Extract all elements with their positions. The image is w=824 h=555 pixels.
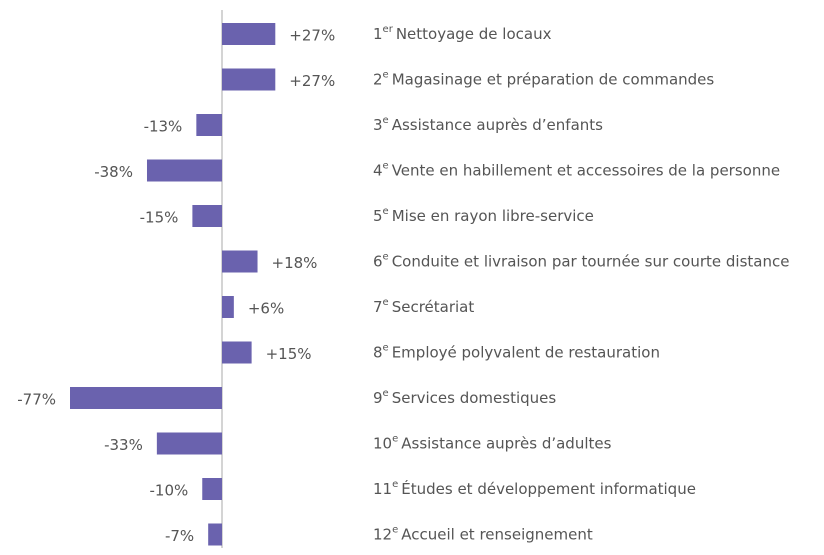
- category-name: Nettoyage de locaux: [396, 25, 552, 43]
- bar: [156, 432, 222, 455]
- category-name: Mise en rayon libre-service: [392, 207, 594, 225]
- rank-suffix: e: [383, 343, 389, 354]
- category-name: Assistance auprès d’enfants: [392, 116, 603, 134]
- rank-suffix: e: [383, 115, 389, 126]
- value-label: +27%: [289, 72, 335, 90]
- category-label: 6e Conduite et livraison par tournée sur …: [373, 252, 789, 271]
- rank-suffix: e: [383, 297, 389, 308]
- bar: [222, 296, 234, 318]
- bar: [222, 23, 276, 45]
- value-label: -13%: [144, 118, 183, 136]
- rank-number: 5: [373, 207, 383, 225]
- value-label: -38%: [94, 163, 133, 181]
- value-label: +6%: [248, 300, 284, 318]
- category-label: 8e Employé polyvalent de restauration: [373, 343, 660, 362]
- rank-number: 6: [373, 252, 383, 270]
- rank-suffix: e: [383, 252, 389, 263]
- category-label: 9e Services domestiques: [373, 388, 556, 407]
- bar: [202, 478, 222, 500]
- bar: [192, 205, 222, 227]
- category-label: 10e Assistance auprès d’adultes: [373, 434, 612, 453]
- rank-number: 1: [373, 25, 383, 43]
- rank-suffix: e: [383, 161, 389, 172]
- bar: [196, 114, 222, 136]
- category-name: Vente en habillement et accessoires de l…: [392, 161, 780, 179]
- rank-suffix: e: [383, 388, 389, 399]
- value-label: -7%: [165, 527, 194, 545]
- value-label: -33%: [104, 436, 143, 454]
- rank-number: 8: [373, 343, 383, 361]
- bar: [70, 387, 222, 409]
- category-name: Accueil et renseignement: [401, 525, 593, 543]
- rank-number: 11: [373, 480, 392, 498]
- value-label: -15%: [140, 209, 179, 227]
- value-label: +18%: [272, 254, 318, 272]
- category-name: Études et développement informatique: [401, 479, 696, 498]
- category-name: Secrétariat: [392, 298, 475, 316]
- rank-suffix: e: [383, 206, 389, 217]
- value-label: -77%: [17, 391, 56, 409]
- rank-suffix: e: [383, 70, 389, 81]
- rank-number: 12: [373, 525, 392, 543]
- value-label: -10%: [149, 482, 188, 500]
- category-name: Assistance auprès d’adultes: [401, 434, 611, 452]
- category-label: 1er Nettoyage de locaux: [373, 24, 552, 43]
- rank-number: 10: [373, 434, 392, 452]
- category-label: 5e Mise en rayon libre-service: [373, 206, 594, 225]
- category-name: Conduite et livraison par tournée sur co…: [392, 252, 790, 270]
- value-label: +15%: [266, 345, 312, 363]
- category-label: 11e Études et développement informatique: [373, 479, 696, 498]
- category-label: 2e Magasinage et préparation de commandes: [373, 70, 714, 89]
- rank-suffix: e: [392, 434, 398, 445]
- category-label: 3e Assistance auprès d’enfants: [373, 115, 603, 134]
- bar: [222, 68, 276, 91]
- bar: [222, 250, 258, 273]
- value-label: +27%: [289, 27, 335, 45]
- category-label: 4e Vente en habillement et accessoires de…: [373, 161, 780, 180]
- category-label: 7e Secrétariat: [373, 297, 474, 316]
- rank-number: 2: [373, 70, 383, 88]
- bar: [146, 159, 222, 182]
- category-name: Services domestiques: [392, 389, 557, 407]
- rank-number: 3: [373, 116, 383, 134]
- category-name: Magasinage et préparation de commandes: [392, 70, 715, 88]
- bar: [222, 341, 252, 364]
- rank-number: 7: [373, 298, 383, 316]
- rank-number: 4: [373, 161, 383, 179]
- category-name: Employé polyvalent de restauration: [392, 343, 660, 361]
- rank-suffix: e: [392, 479, 398, 490]
- bar: [208, 523, 222, 546]
- rank-number: 9: [373, 389, 383, 407]
- category-label: 12e Accueil et renseignement: [373, 525, 593, 544]
- rank-suffix: e: [392, 525, 398, 536]
- rank-suffix: er: [383, 24, 394, 35]
